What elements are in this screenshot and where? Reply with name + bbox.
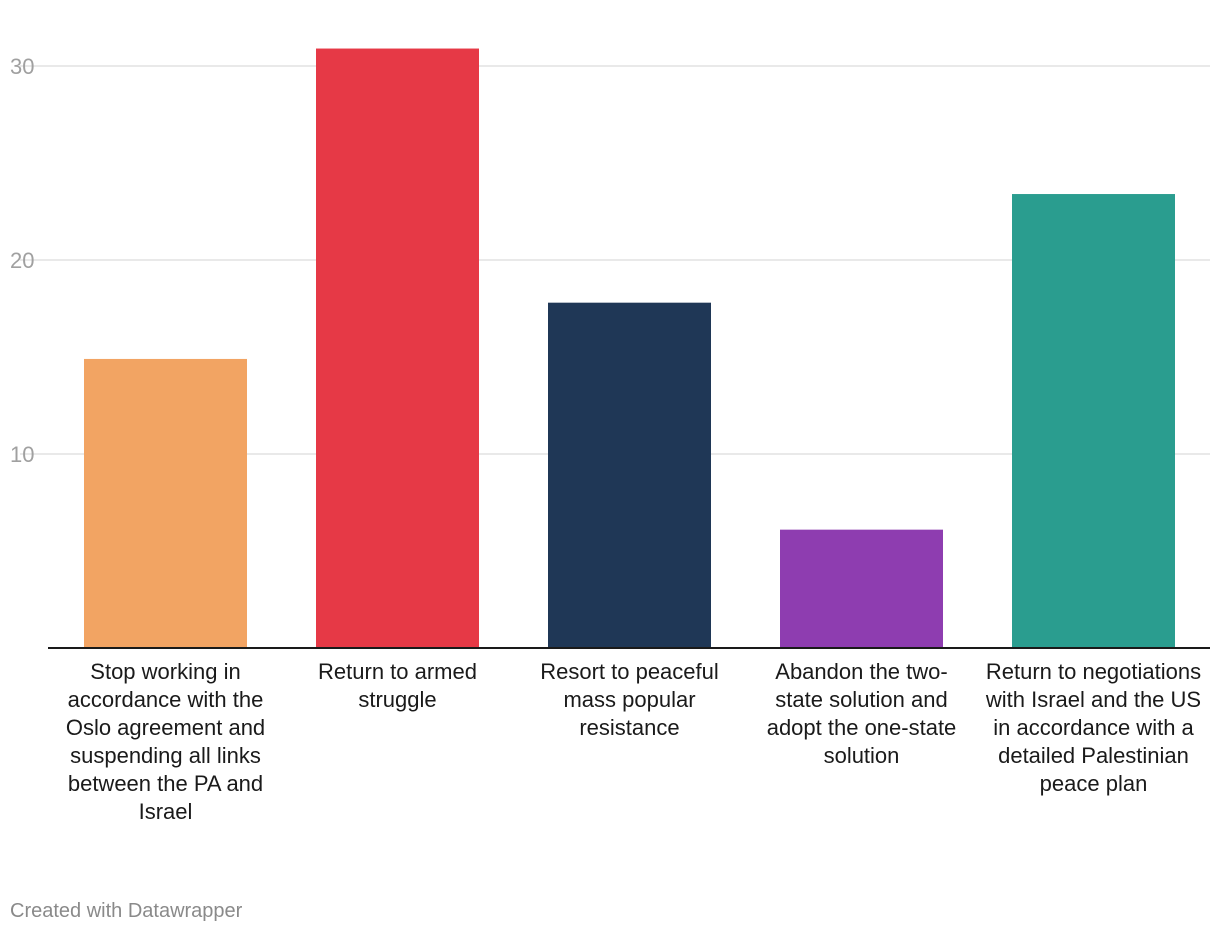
- bar: [780, 529, 943, 648]
- x-category-label: Return to negotiations with Israel and t…: [985, 659, 1202, 796]
- bars: [84, 48, 1175, 649]
- x-category-label: Return to armed struggle: [318, 659, 477, 712]
- bar: [316, 48, 479, 649]
- bar: [84, 358, 247, 648]
- y-tick-label: 10: [10, 442, 34, 467]
- x-category-label: Abandon the two-state solution and adopt…: [766, 659, 957, 768]
- y-tick-label: 30: [10, 54, 34, 79]
- footer-credit: Created with Datawrapper: [10, 900, 243, 922]
- bar-chart: 10 20 30: [10, 48, 1210, 649]
- y-tick-label: 20: [10, 248, 34, 273]
- x-category-label: Resort to peaceful mass popular resistan…: [540, 659, 719, 740]
- bar: [1012, 194, 1175, 649]
- x-category-label: Stop working in accordance with the Oslo…: [65, 659, 266, 824]
- category-labels: Stop working in accordance with the Oslo…: [0, 658, 1220, 858]
- bar: [548, 302, 711, 648]
